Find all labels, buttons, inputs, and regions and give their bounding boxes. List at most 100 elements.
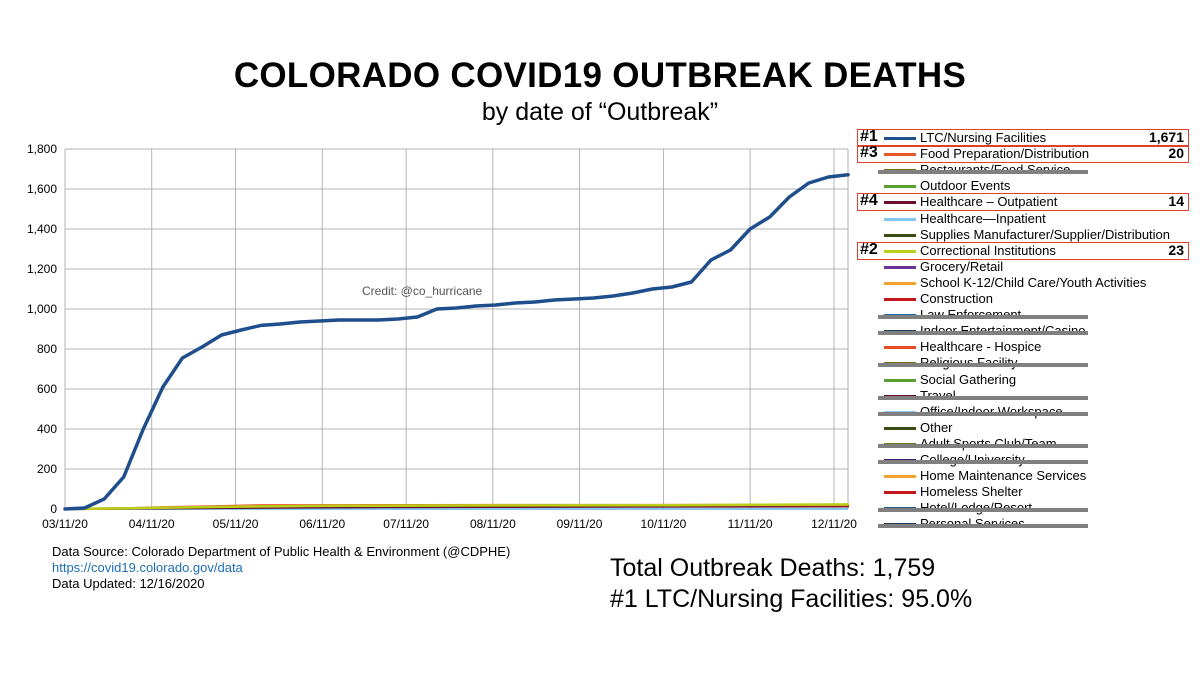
legend-swatch	[884, 201, 916, 205]
legend-item: Restaurants/Food Service	[860, 162, 1190, 178]
legend-swatch	[884, 281, 916, 285]
legend-label: LTC/Nursing Facilities	[920, 130, 1047, 145]
legend-item: Healthcare—Inpatient	[860, 211, 1190, 227]
legend-swatch	[884, 137, 916, 140]
y-tick-label: 1,600	[27, 182, 57, 196]
legend-swatch	[884, 475, 916, 479]
legend-item: Office/Indoor Workspace	[860, 404, 1190, 420]
legend-strikethrough	[878, 508, 1088, 513]
x-tick-label: 10/11/20	[641, 517, 687, 531]
legend-item: Personal Services	[860, 516, 1190, 532]
legend-swatch	[884, 491, 916, 495]
legend-swatch	[884, 346, 916, 350]
total-deaths-text: Total Outbreak Deaths: 1,759	[610, 554, 936, 582]
legend-label: Grocery/Retail	[920, 258, 1004, 274]
series-line	[63, 173, 850, 511]
x-tick-label: 04/11/20	[129, 517, 175, 531]
legend-strikethrough	[878, 460, 1088, 464]
legend-item: #3 Food Preparation/Distribution 20	[857, 144, 1190, 164]
legend-swatch	[884, 298, 916, 301]
y-tick-label: 200	[37, 462, 57, 476]
x-tick-label: 11/11/20	[728, 517, 773, 531]
x-tick-label: 07/11/20	[383, 517, 429, 531]
data-source-link[interactable]: https://covid19.colorado.gov/data	[52, 560, 243, 575]
legend-strikethrough	[878, 363, 1088, 368]
top-category-share-text: #1 LTC/Nursing Facilities: 95.0%	[610, 585, 973, 613]
legend-value: 14	[1168, 193, 1184, 210]
data-updated-text: Data Updated: 12/16/2020	[52, 576, 205, 591]
chart-subtitle: by date of “Outbreak”	[481, 98, 719, 126]
y-tick-label: 0	[50, 502, 57, 516]
legend-label: Food Preparation/Distribution	[920, 146, 1090, 162]
x-tick-label: 08/11/20	[470, 517, 516, 531]
line-chart: 0 200 400 600 800 1,000 1,200 1,400 1,600 1,800 03…	[27, 142, 857, 531]
legend-item: Healthcare - Hospice	[860, 339, 1190, 355]
legend-highlight-box	[857, 241, 1189, 260]
legend-label: Healthcare - Hospice	[920, 339, 1042, 355]
x-tick-label: 09/11/20	[557, 517, 603, 531]
legend-value: 20	[1168, 145, 1184, 162]
legend-swatch	[884, 378, 916, 382]
data-source-block: Data Source: Colorado Department of Publ…	[52, 544, 510, 592]
legend-strikethrough	[878, 411, 1088, 416]
legend-rank: #1	[860, 128, 878, 145]
y-tick-label: 1,000	[27, 302, 57, 316]
x-tick-label: 05/11/20	[213, 517, 259, 531]
x-tick-label: 03/11/20	[42, 517, 88, 531]
legend-strikethrough	[878, 524, 1088, 529]
legend-label: Social Gathering	[920, 371, 1017, 387]
legend-item: Law Enforcement	[860, 307, 1190, 323]
legend-item: School K-12/Child Care/Youth Activities	[860, 275, 1190, 291]
legend-label: School K-12/Child Care/Youth Activities	[920, 274, 1147, 290]
legend-item: #1 LTC/Nursing Facilities 1,671	[857, 128, 1190, 147]
legend-item: Adult Sports Club/Team	[860, 436, 1190, 452]
data-source-text: Data Source: Colorado Department of Publ…	[52, 544, 511, 559]
x-tick-label: 12/11/20	[811, 517, 857, 531]
legend-item: #2 Correctional Institutions 23	[857, 240, 1190, 260]
legend-strikethrough	[878, 331, 1088, 336]
legend-item: #4 Healthcare – Outpatient 14	[857, 192, 1190, 212]
legend-swatch	[884, 185, 916, 189]
legend-item: Hotel/Lodge/Resort	[860, 500, 1190, 516]
credit-text: Credit: @co_hurricane	[362, 284, 483, 298]
legend-item: Home Maintenance Services	[860, 468, 1190, 484]
legend-label: Supplies Manufacturer/Supplier/Distribut…	[920, 226, 1171, 242]
legend-highlight-box	[857, 129, 1189, 147]
totals-block: Total Outbreak Deaths: 1,759 #1 LTC/Nurs…	[610, 553, 972, 615]
y-tick-label: 1,800	[27, 142, 57, 156]
y-tick-label: 400	[37, 422, 57, 436]
chart-title: COLORADO COVID19 OUTBREAK DEATHS	[233, 56, 967, 95]
legend-item: Travel	[860, 388, 1190, 404]
y-tick-label: 600	[37, 382, 57, 396]
legend-rank: #3	[860, 144, 878, 162]
legend-label: Healthcare – Outpatient	[920, 194, 1058, 210]
legend-label: Outdoor Events	[920, 178, 1011, 194]
legend-highlight-box	[857, 145, 1189, 164]
legend-rank: #4	[860, 192, 878, 210]
legend-item: College/University	[860, 452, 1190, 468]
legend-value: 23	[1168, 241, 1184, 258]
legend-item: Social Gathering	[860, 372, 1190, 388]
legend-item: Supplies Manufacturer/Supplier/Distribut…	[860, 227, 1190, 243]
legend-swatch	[884, 426, 916, 430]
legend-item: Religious Facility	[860, 355, 1190, 371]
x-tick-label: 06/11/20	[299, 517, 345, 531]
legend-swatch	[884, 265, 916, 269]
legend-label: Home Maintenance Services	[920, 468, 1087, 484]
series-line	[63, 503, 850, 511]
legend-item: Indoor Entertainment/Casino	[860, 323, 1190, 339]
legend-swatch	[884, 233, 916, 237]
legend-strikethrough	[878, 395, 1088, 400]
legend-item: Grocery/Retail	[860, 259, 1190, 275]
legend-swatch	[884, 153, 916, 157]
legend-value: 1,671	[1148, 129, 1184, 145]
legend-rank: #2	[860, 240, 878, 258]
legend-swatch	[884, 217, 916, 221]
legend-item: Homeless Shelter	[860, 484, 1190, 500]
legend-highlight-box	[857, 193, 1189, 212]
legend-label: Construction	[920, 291, 993, 306]
legend-swatch	[884, 249, 916, 253]
y-tick-label: 800	[37, 342, 57, 356]
legend-item: Other	[860, 420, 1190, 436]
legend-strikethrough	[878, 443, 1088, 448]
